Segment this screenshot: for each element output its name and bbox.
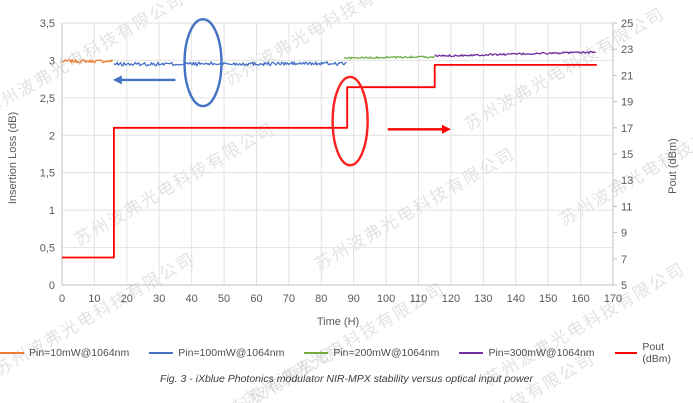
x-axis-tick-label: 70 — [283, 293, 295, 305]
right-axis-tick-label: 7 — [621, 254, 627, 266]
x-axis-tick-label: 60 — [250, 293, 262, 305]
right-axis-tick-label: 23 — [621, 44, 633, 56]
left-axis-tick-label: 2,5 — [40, 93, 55, 105]
red-right-arrow-annotation — [387, 124, 451, 134]
legend-item: Pout (dBm) — [614, 341, 693, 365]
right-axis-tick-label: 15 — [621, 149, 633, 161]
series-pin-300mw-1064nm — [434, 50, 597, 58]
legend-line-swatch — [459, 352, 484, 354]
legend-label: Pin=100mW@1064nm — [178, 347, 285, 359]
left-axis-tick-label: 3 — [49, 55, 55, 67]
x-axis-tick-label: 80 — [315, 293, 327, 305]
blue-left-arrow-annotation — [112, 75, 176, 85]
left-axis-tick-label: 1 — [49, 205, 55, 217]
right-axis-tick-label: 13 — [621, 175, 633, 187]
left-axis-title: Insertion Loss (dB) — [7, 112, 19, 204]
right-axis-tick-label: 19 — [621, 97, 633, 109]
legend-line-swatch — [0, 352, 24, 354]
chart-legend: Pin=10mW@1064nm Pin=100mW@1064nm Pin=200mW… — [0, 341, 693, 365]
x-axis-tick-label: 160 — [571, 293, 589, 305]
series-pin-200mw-1064nm — [343, 55, 436, 60]
x-axis-tick-label: 100 — [377, 293, 395, 305]
x-axis-tick-label: 140 — [507, 293, 525, 305]
x-axis-title: Time (H) — [317, 316, 359, 328]
axis-labels: 0 0,5 1 1,5 2 2,5 3 3,5 5 7 9 11 13 15 17 19 21 23 25 0 10 20… — [40, 18, 634, 305]
arrow-head-icon — [112, 75, 122, 85]
blue-ellipse-annotation — [183, 18, 223, 108]
series-pin-100mw-1064nm — [113, 61, 347, 67]
right-axis-tick-label: 11 — [621, 201, 632, 213]
left-axis-tick-label: 0 — [49, 280, 55, 292]
legend-item: Pin=10mW@1064nm — [0, 347, 129, 359]
legend-label: Pin=10mW@1064nm — [29, 347, 130, 359]
left-axis-tick-label: 0,5 — [40, 243, 55, 255]
right-axis-title: Pout (dBm) — [667, 138, 679, 194]
x-axis-tick-label: 20 — [121, 293, 133, 305]
x-axis-tick-label: 110 — [410, 293, 428, 305]
annotations — [112, 18, 451, 167]
x-axis-tick-label: 10 — [88, 293, 100, 305]
x-axis-tick-label: 50 — [218, 293, 230, 305]
right-axis-tick-label: 9 — [621, 228, 627, 240]
data-series — [61, 50, 597, 259]
left-axis-tick-label: 2 — [49, 130, 55, 142]
legend-label: Pin=200mW@1064nm — [333, 347, 440, 359]
series-pout-dbm- — [62, 64, 597, 259]
left-axis-tick-label: 1,5 — [40, 168, 55, 180]
stability-chart: 0 0,5 1 1,5 2 2,5 3 3,5 5 7 9 11 13 15 17 19 21 23 25 0 10 20… — [7, 18, 679, 328]
arrow-head-icon — [441, 124, 451, 134]
x-axis-tick-label: 130 — [474, 293, 492, 305]
left-axis-tick-label: 3,5 — [40, 18, 55, 30]
x-axis-tick-label: 150 — [539, 293, 557, 305]
right-axis-tick-label: 5 — [621, 280, 627, 292]
legend-item: Pin=200mW@1064nm — [304, 347, 439, 359]
legend-line-swatch — [614, 352, 638, 354]
x-axis-tick-label: 40 — [186, 293, 198, 305]
legend-item: Pin=300mW@1064nm — [459, 347, 595, 359]
x-axis-tick-label: 30 — [153, 293, 165, 305]
red-ellipse-annotation — [331, 75, 369, 167]
legend-label: Pin=300mW@1064nm — [488, 347, 595, 359]
right-axis-tick-label: 17 — [621, 123, 633, 135]
series-pin-10mw-1064nm — [61, 59, 114, 64]
legend-label: Pout (dBm) — [642, 341, 671, 365]
x-axis-tick-label: 170 — [604, 293, 622, 305]
figure-caption: Fig. 3 - iXblue Photonics modulator NIR-… — [160, 373, 533, 385]
legend-item: Pin=100mW@1064nm — [149, 347, 284, 359]
x-axis-tick-label: 0 — [59, 293, 65, 305]
x-axis-tick-label: 120 — [442, 293, 460, 305]
right-axis-tick-label: 25 — [621, 18, 633, 30]
right-axis-tick-label: 21 — [621, 70, 633, 82]
axes — [61, 22, 617, 286]
legend-line-swatch — [149, 352, 174, 354]
legend-line-swatch — [304, 352, 329, 354]
x-axis-tick-label: 90 — [348, 293, 360, 305]
